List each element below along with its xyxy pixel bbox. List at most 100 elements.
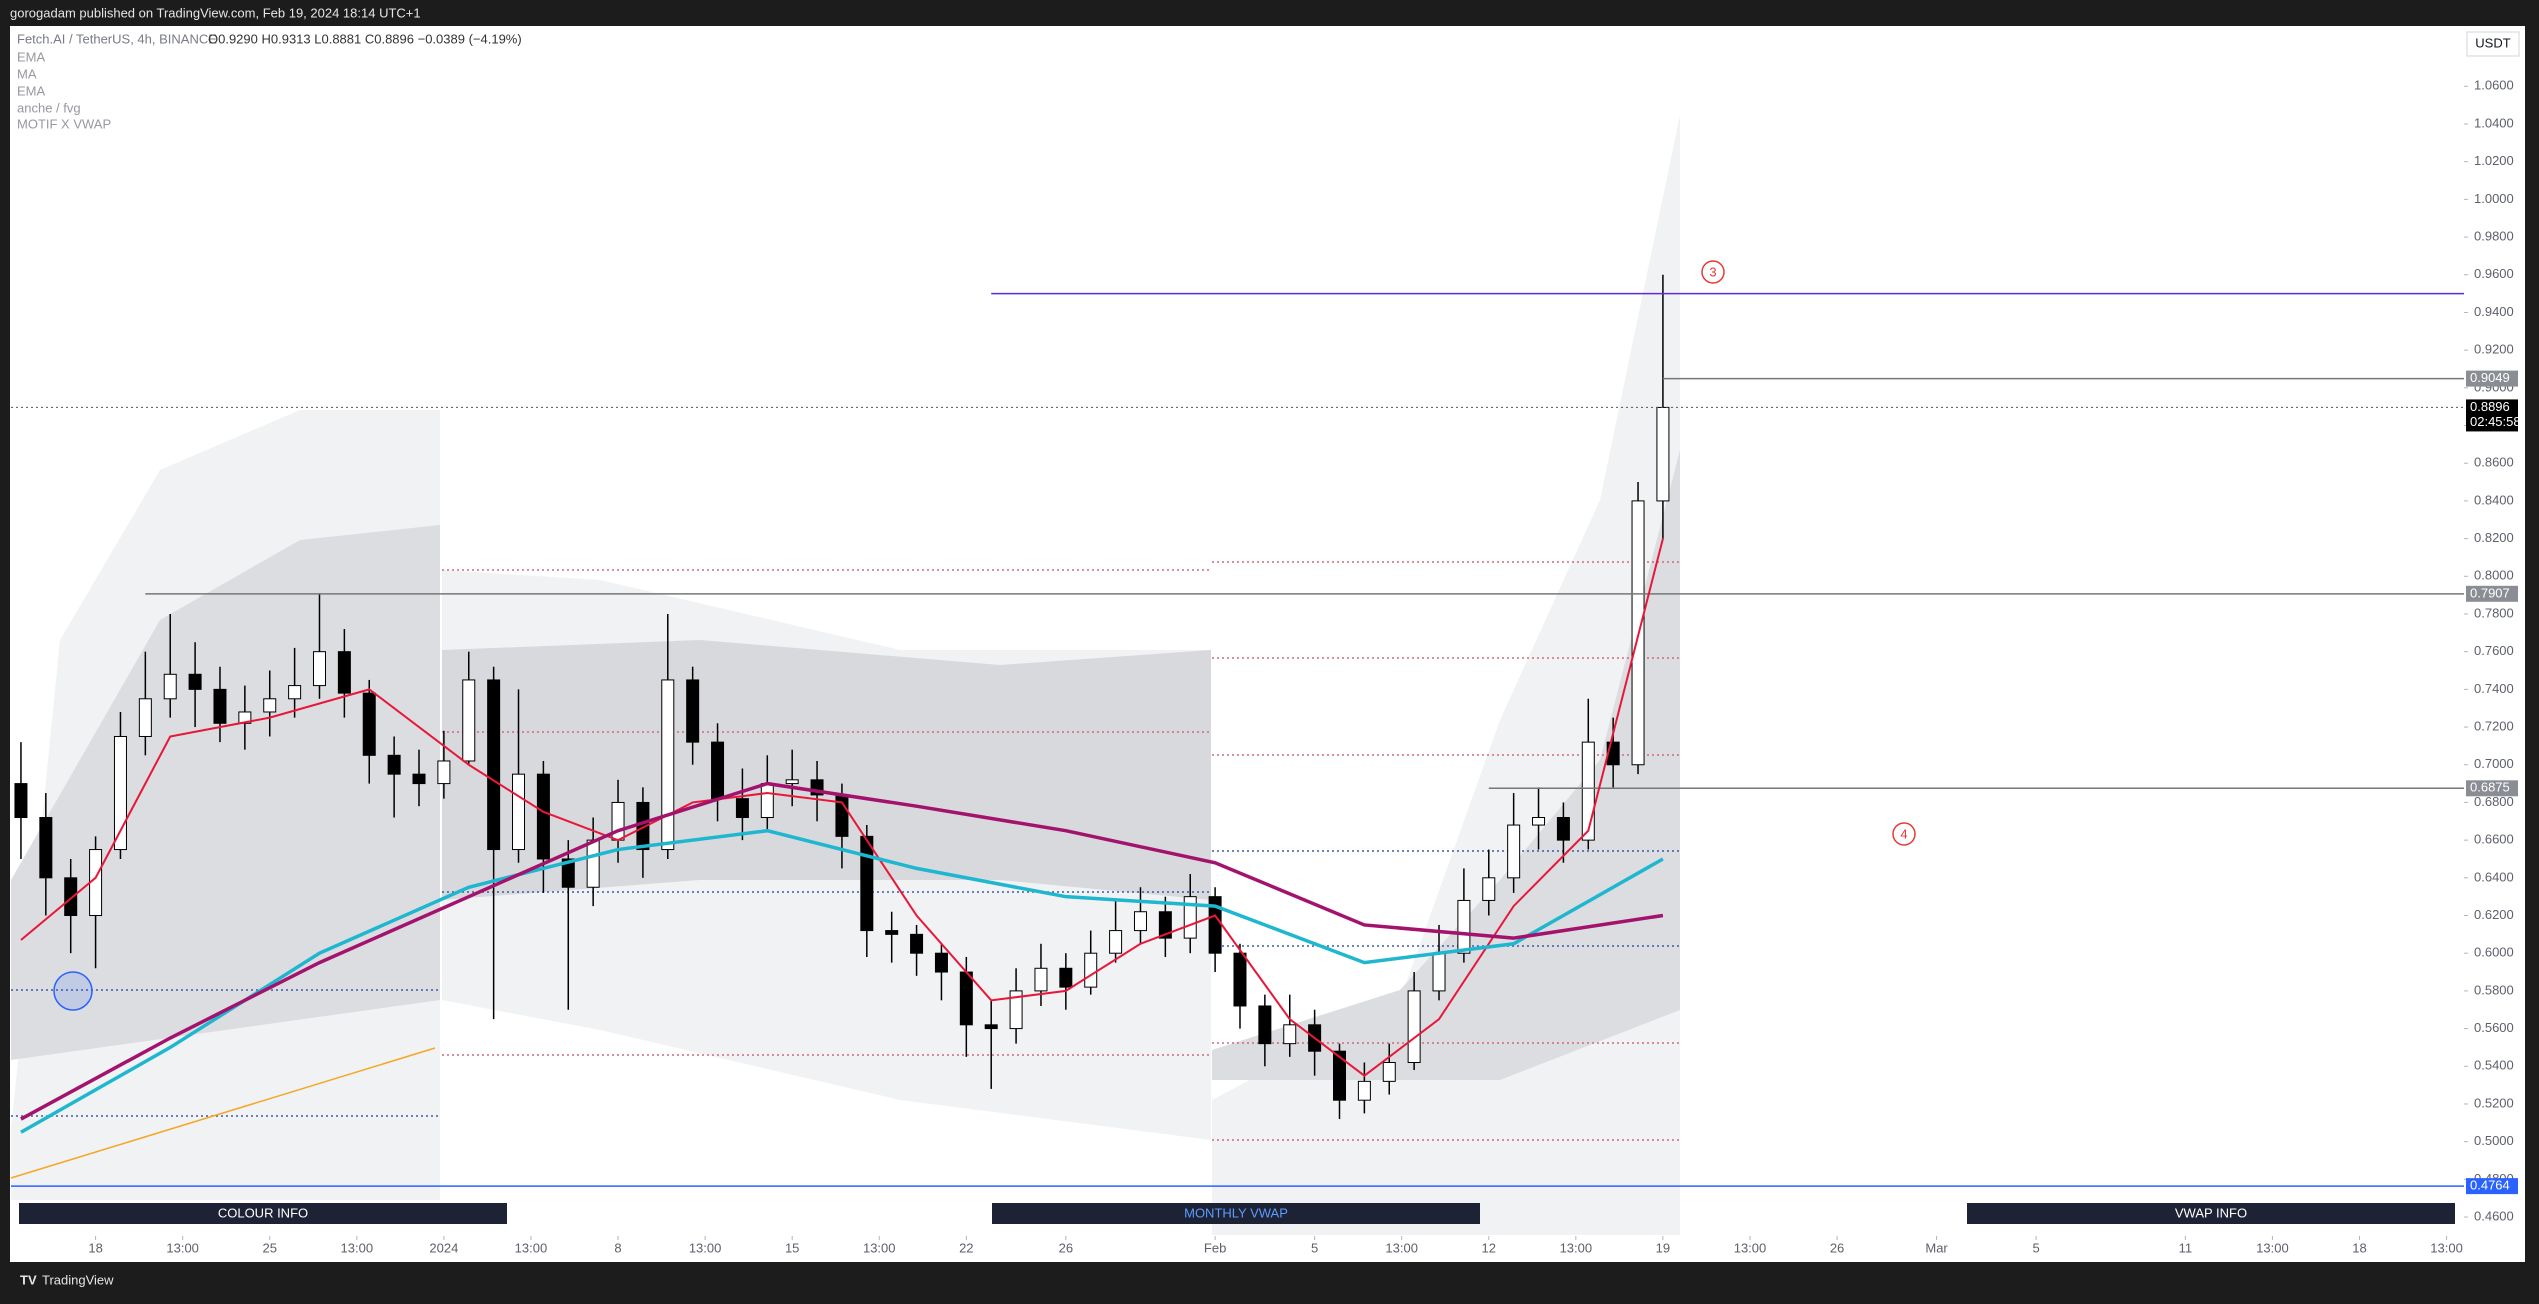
y-tick-label: 0.8600	[2474, 455, 2514, 470]
y-tick-label: 1.0000	[2474, 191, 2514, 206]
candle-body	[1034, 967, 1048, 992]
x-tick-label: 13:00	[2430, 1240, 2463, 1255]
candle-body	[910, 933, 924, 954]
button-label[interactable]: MONTHLY VWAP	[1184, 1205, 1288, 1220]
countdown: 02:45:58	[2470, 414, 2521, 429]
price-label-box	[2466, 585, 2518, 602]
button-label[interactable]: COLOUR INFO	[218, 1205, 308, 1220]
candle-body	[113, 735, 127, 851]
candle-body	[512, 773, 526, 851]
x-tick-label: 12	[1482, 1240, 1496, 1255]
y-tick-label: 1.0400	[2474, 115, 2514, 130]
y-tick-label: 0.5400	[2474, 1058, 2514, 1073]
candle-body	[1532, 817, 1546, 826]
candle-body	[760, 783, 774, 819]
candle-body	[487, 679, 501, 851]
y-tick-label: 0.6200	[2474, 907, 2514, 922]
candle-body	[1457, 899, 1471, 954]
price-label: 0.9049	[2470, 370, 2510, 385]
x-tick-label: Feb	[1204, 1240, 1226, 1255]
x-tick-label: 15	[785, 1240, 799, 1255]
x-tick-label: Mar	[1925, 1240, 1948, 1255]
y-tick-label: 0.5200	[2474, 1095, 2514, 1110]
candle-body	[1556, 817, 1570, 841]
y-tick-label: 0.7600	[2474, 643, 2514, 658]
brand: TradingView	[42, 1272, 114, 1287]
candle-body	[263, 698, 277, 713]
x-tick-label: 13:00	[1385, 1240, 1418, 1255]
y-tick-label: 0.5800	[2474, 982, 2514, 997]
candle-body	[860, 835, 874, 932]
candle-body	[387, 754, 401, 775]
legend-ohlc: O0.9290 H0.9313 L0.8881 C0.8896 −0.0389 …	[208, 31, 522, 46]
candle-body	[1357, 1080, 1371, 1101]
candle-body	[1084, 952, 1098, 988]
price-label: 0.4764	[2470, 1178, 2510, 1193]
button[interactable]	[1967, 1203, 2455, 1224]
candle-body	[711, 741, 725, 800]
candle-body	[337, 651, 351, 694]
price-label-box	[2466, 370, 2518, 387]
y-tick-label: 1.0600	[2474, 78, 2514, 93]
candle-body	[959, 971, 973, 1026]
button[interactable]	[19, 1203, 507, 1224]
x-tick-label: 19	[1656, 1240, 1670, 1255]
brand-logo: TV	[20, 1272, 37, 1287]
x-tick-label: 13:00	[515, 1240, 548, 1255]
y-tick-label: 0.8400	[2474, 492, 2514, 507]
candle-body	[561, 858, 575, 888]
zone	[11, 525, 440, 1060]
candle-body	[213, 688, 227, 724]
candle-body	[735, 798, 749, 819]
candle-body	[1133, 911, 1147, 932]
candle-body	[1382, 1062, 1396, 1082]
x-tick-label: 5	[1311, 1240, 1318, 1255]
candle-body	[1656, 406, 1670, 502]
candle-body	[1059, 967, 1073, 988]
x-tick-label: 25	[262, 1240, 276, 1255]
candle-body	[462, 679, 476, 762]
indicator-line	[20, 828, 1664, 1134]
candle-body	[312, 651, 326, 687]
legend-item: EMA	[17, 49, 46, 64]
vwap-levels	[11, 561, 1680, 1141]
legend-symbol: Fetch.AI / TetherUS, 4h, BINANCE	[17, 31, 217, 46]
x-tick-label: 22	[959, 1240, 973, 1255]
candle-body	[39, 817, 53, 879]
y-tick-label: 0.7200	[2474, 718, 2514, 733]
y-tick-label: 0.9600	[2474, 266, 2514, 281]
x-tick-label: 18	[2352, 1240, 2366, 1255]
y-tick-label: 0.7400	[2474, 681, 2514, 696]
y-tick-label: 0.6000	[2474, 945, 2514, 960]
button[interactable]	[992, 1203, 1480, 1224]
currency: USDT	[2475, 35, 2510, 50]
x-tick-label: 13:00	[341, 1240, 374, 1255]
button-label[interactable]: VWAP INFO	[2175, 1205, 2247, 1220]
price-label-box	[2466, 1178, 2518, 1195]
candle-body	[1482, 877, 1496, 901]
candle-body	[984, 1024, 998, 1030]
legend-item: EMA	[17, 83, 46, 98]
candle-body	[188, 673, 202, 690]
y-tick-label: 0.8200	[2474, 530, 2514, 545]
currency-box[interactable]	[2466, 31, 2520, 57]
y-tick-label: 0.9800	[2474, 229, 2514, 244]
y-tick-label: 0.8000	[2474, 568, 2514, 583]
y-tick-label: 0.7000	[2474, 756, 2514, 771]
candle-body	[934, 952, 948, 973]
candle-body	[1507, 824, 1521, 879]
x-tick-label: 2024	[429, 1240, 458, 1255]
y-tick-label: 0.5000	[2474, 1133, 2514, 1148]
candle-body	[1183, 896, 1197, 939]
candle-body	[1333, 1050, 1347, 1101]
candle-body	[885, 930, 899, 935]
annotation: 4	[1900, 826, 1907, 841]
annotation-circle	[1701, 260, 1725, 284]
x-tick-label: 13:00	[2256, 1240, 2289, 1255]
candle-body	[1158, 911, 1172, 939]
x-tick-label: 13:00	[166, 1240, 199, 1255]
candle-body	[686, 679, 700, 743]
x-tick-label: 18	[88, 1240, 102, 1255]
